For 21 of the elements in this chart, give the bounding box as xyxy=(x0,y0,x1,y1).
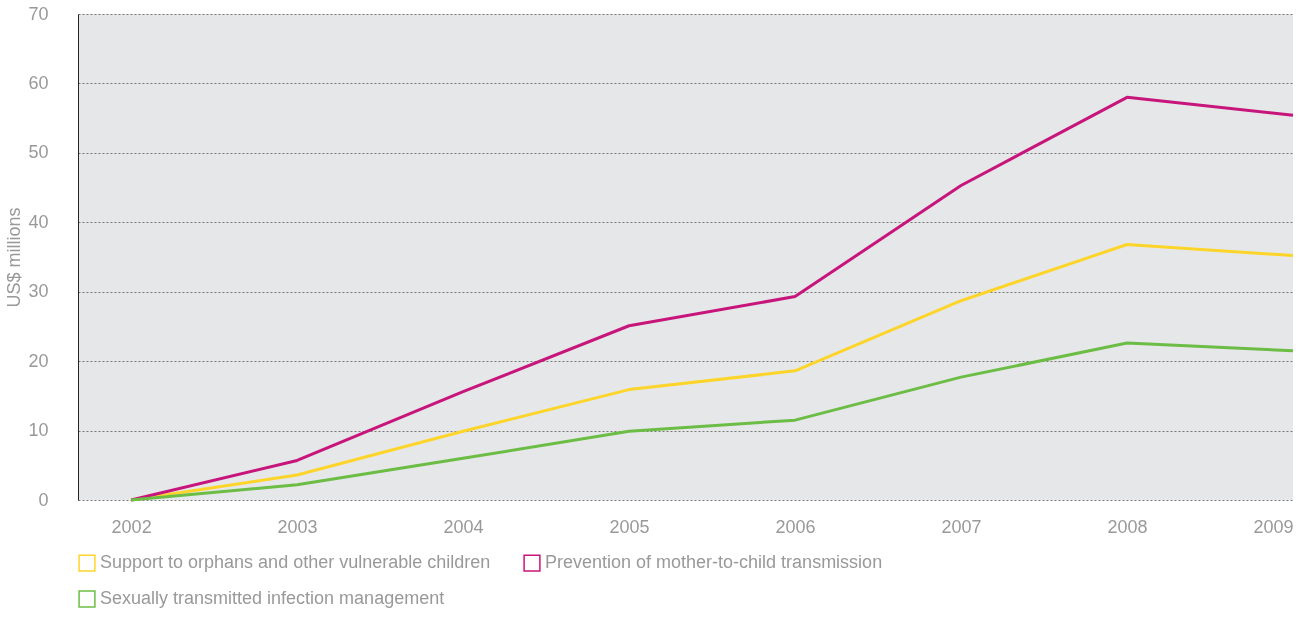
legend-label: Support to orphans and other vulnerable children xyxy=(100,552,491,573)
x-tick-label: 2009 xyxy=(1253,516,1294,537)
y-tick-label: 20 xyxy=(28,350,49,371)
y-axis-title: US$ millions xyxy=(4,207,25,308)
y-tick-label: 0 xyxy=(38,489,49,510)
y-tick-label: 60 xyxy=(28,72,49,93)
x-tick-label: 2005 xyxy=(609,516,650,537)
y-tick-label: 40 xyxy=(28,211,49,232)
x-tick-label: 2006 xyxy=(775,516,816,537)
x-tick-label: 2002 xyxy=(111,516,152,537)
x-tick-label: 2008 xyxy=(1107,516,1148,537)
y-tick-label: 50 xyxy=(28,142,49,163)
y-tick-label: 30 xyxy=(28,281,49,302)
legend-label: Sexually transmitted infection management xyxy=(100,588,445,608)
y-tick-label: 10 xyxy=(28,420,49,441)
legend-label: Prevention of mother-to-child transmission xyxy=(545,552,883,573)
x-tick-label: 2004 xyxy=(443,516,484,537)
line-series xyxy=(129,341,1295,502)
x-tick-label: 2003 xyxy=(277,516,318,537)
x-tick-label: 2007 xyxy=(941,516,982,537)
y-tick-label: 70 xyxy=(28,3,49,24)
